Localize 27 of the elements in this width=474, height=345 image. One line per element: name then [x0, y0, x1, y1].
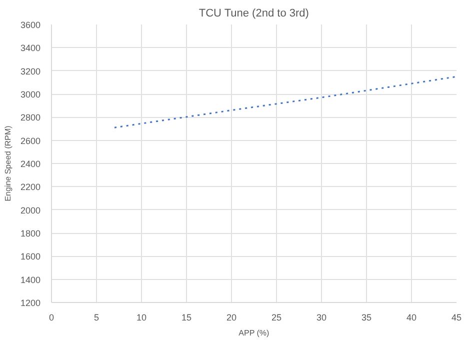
- x-tick-label: 40: [406, 312, 417, 322]
- chart-title: TCU Tune (2nd to 3rd): [198, 8, 309, 20]
- x-tick-label: 45: [451, 312, 462, 322]
- y-tick-label: 2600: [20, 136, 41, 146]
- x-tick-label: 10: [136, 312, 147, 322]
- x-axis-title: APP (%): [238, 328, 270, 338]
- x-tick-label: 15: [181, 312, 192, 322]
- y-tick-label: 1200: [20, 298, 41, 308]
- y-tick-label: 2400: [20, 159, 41, 169]
- y-tick-label: 1600: [20, 252, 41, 262]
- x-tick-label: 20: [226, 312, 237, 322]
- x-tick-label: 35: [361, 312, 372, 322]
- line-series: [114, 76, 456, 128]
- y-tick-label: 1800: [20, 228, 41, 238]
- y-tick-label: 2200: [20, 182, 41, 192]
- x-tick-label: 25: [271, 312, 282, 322]
- y-tick-label: 3600: [20, 20, 41, 30]
- y-axis-title: Engine Speed (RPM): [3, 125, 12, 202]
- x-tick-label: 30: [316, 312, 327, 322]
- y-tick-label: 3400: [20, 43, 41, 54]
- y-tick-label: 2000: [20, 205, 41, 216]
- y-tick-label: 3000: [20, 90, 41, 100]
- y-tick-label: 1400: [20, 274, 41, 285]
- x-tick-label: 5: [94, 312, 100, 322]
- y-tick-label: 3200: [20, 66, 41, 76]
- y-tick-label: 2800: [20, 112, 41, 123]
- x-tick-label: 0: [48, 312, 54, 322]
